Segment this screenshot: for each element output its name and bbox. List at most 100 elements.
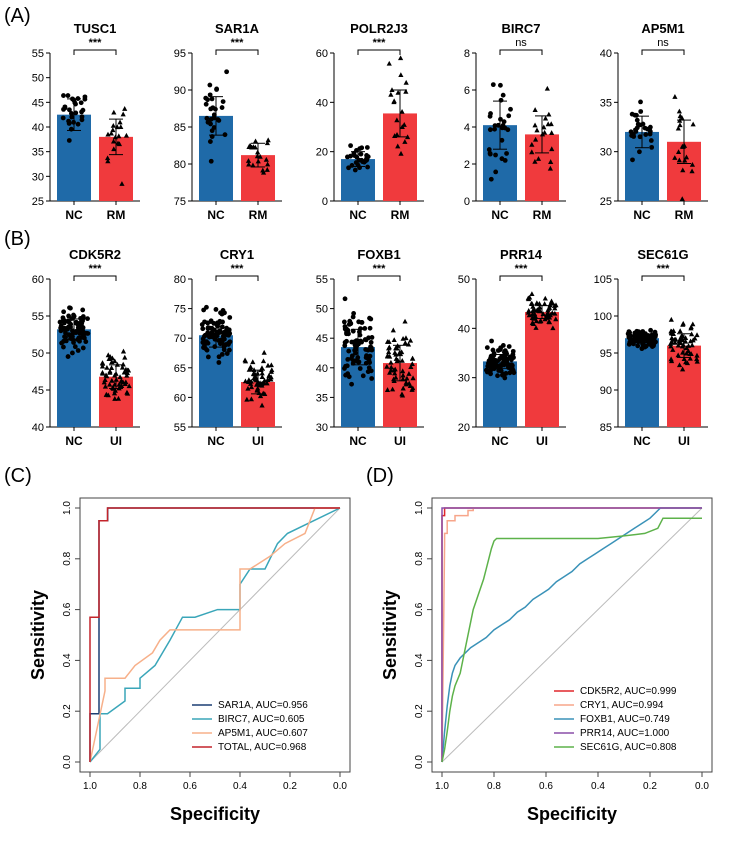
data-point (116, 141, 123, 147)
data-point (209, 332, 215, 338)
data-point (352, 342, 358, 348)
data-point (259, 365, 265, 371)
data-point (407, 383, 413, 389)
data-point (264, 380, 270, 386)
data-point (403, 88, 409, 94)
data-point (386, 349, 392, 355)
legend-entry: PRR14, AUC=1.000 (580, 728, 670, 739)
data-point (265, 161, 271, 167)
data-point (350, 328, 356, 334)
y-tick-label: 6 (464, 85, 470, 97)
y-tick-label: 45 (316, 333, 328, 345)
roc-chart-d: 1.0 0.8 0.6 0.4 0.2 0.0 0.0 0.2 0.4 0.6 0.8 1.0 Spec… (380, 497, 713, 824)
data-point (529, 301, 535, 307)
data-point (62, 318, 68, 324)
data-point (671, 336, 678, 342)
data-point (498, 368, 504, 374)
y-tick-label: 90 (174, 85, 186, 97)
y-tick-label: 50 (458, 274, 470, 286)
data-point (244, 396, 250, 402)
data-point (687, 355, 693, 361)
x-tick-label: 0.6 (539, 781, 553, 792)
data-point (369, 376, 375, 381)
data-point (367, 315, 372, 321)
y-tick-label: 100 (594, 311, 612, 323)
data-point (675, 149, 682, 155)
y-tick-label: 50 (32, 348, 44, 360)
x-tick-label: 0.4 (591, 781, 605, 792)
data-point (672, 155, 678, 160)
data-point (108, 130, 114, 136)
data-point (530, 303, 536, 309)
data-point (104, 373, 110, 379)
data-point (676, 157, 682, 163)
data-point (226, 347, 232, 353)
data-point (403, 79, 409, 85)
data-point (500, 92, 506, 98)
data-point (345, 371, 351, 377)
x-tick-label: 1.0 (435, 781, 449, 792)
data-point (99, 360, 106, 365)
data-point (226, 328, 232, 334)
data-point (688, 338, 694, 344)
data-point (507, 370, 513, 376)
data-point (363, 337, 369, 343)
y-tick-label: 0.0 (62, 755, 73, 769)
y-tick-label: 40 (458, 323, 470, 335)
data-point (117, 119, 123, 125)
data-point (487, 150, 493, 156)
data-point (637, 134, 643, 140)
y-tick-label: 0 (464, 196, 470, 208)
data-point (403, 381, 409, 387)
data-point (402, 139, 408, 144)
data-point (493, 152, 498, 158)
y-tick-label: 55 (32, 48, 44, 60)
data-point (407, 337, 414, 343)
data-point (367, 360, 373, 365)
y-tick-label: 0 (322, 196, 328, 208)
data-point (245, 385, 251, 391)
y-tick-label: 0.0 (414, 755, 425, 769)
y-tick-label: 0.6 (62, 602, 73, 616)
legend: CDK5R2, AUC=0.999 CRY1, AUC=0.994 FOXB1, A… (548, 682, 704, 764)
data-point (399, 109, 405, 114)
data-point (627, 339, 633, 345)
data-point (65, 354, 71, 359)
data-point (216, 360, 222, 365)
x-tick-label: 0.2 (643, 781, 657, 792)
y-tick-label: 8 (464, 48, 470, 60)
data-point (207, 92, 213, 98)
legend-entry: TOTAL, AUC=0.968 (218, 742, 307, 753)
legend-entry: SEC61G, AUC=0.808 (580, 742, 677, 753)
data-point (365, 154, 371, 160)
data-point (689, 161, 696, 167)
data-point (245, 158, 252, 163)
chart-title: CRY1 (220, 247, 254, 262)
data-point (66, 118, 71, 124)
significance-label: *** (89, 37, 103, 49)
roc-curve-birc7 (89, 507, 341, 763)
data-point (384, 387, 391, 392)
data-point (69, 114, 75, 120)
data-point (205, 354, 211, 360)
data-point (387, 369, 393, 375)
data-point (69, 111, 74, 116)
x-tick-label: 0.6 (183, 781, 197, 792)
data-point (346, 322, 352, 327)
data-point (532, 313, 538, 319)
data-point (634, 112, 639, 118)
significance-label: ns (515, 37, 527, 49)
data-point (60, 115, 66, 121)
data-point (251, 370, 257, 376)
data-point (506, 344, 512, 349)
y-tick-label: 35 (32, 147, 44, 159)
y-tick-label: 40 (32, 422, 44, 434)
y-tick-label: 95 (174, 48, 186, 60)
y-tick-label: 30 (600, 147, 612, 159)
data-point (72, 344, 78, 350)
data-point (486, 147, 492, 152)
data-point (541, 124, 547, 130)
data-point (546, 305, 552, 311)
diagonal-reference (89, 507, 341, 763)
